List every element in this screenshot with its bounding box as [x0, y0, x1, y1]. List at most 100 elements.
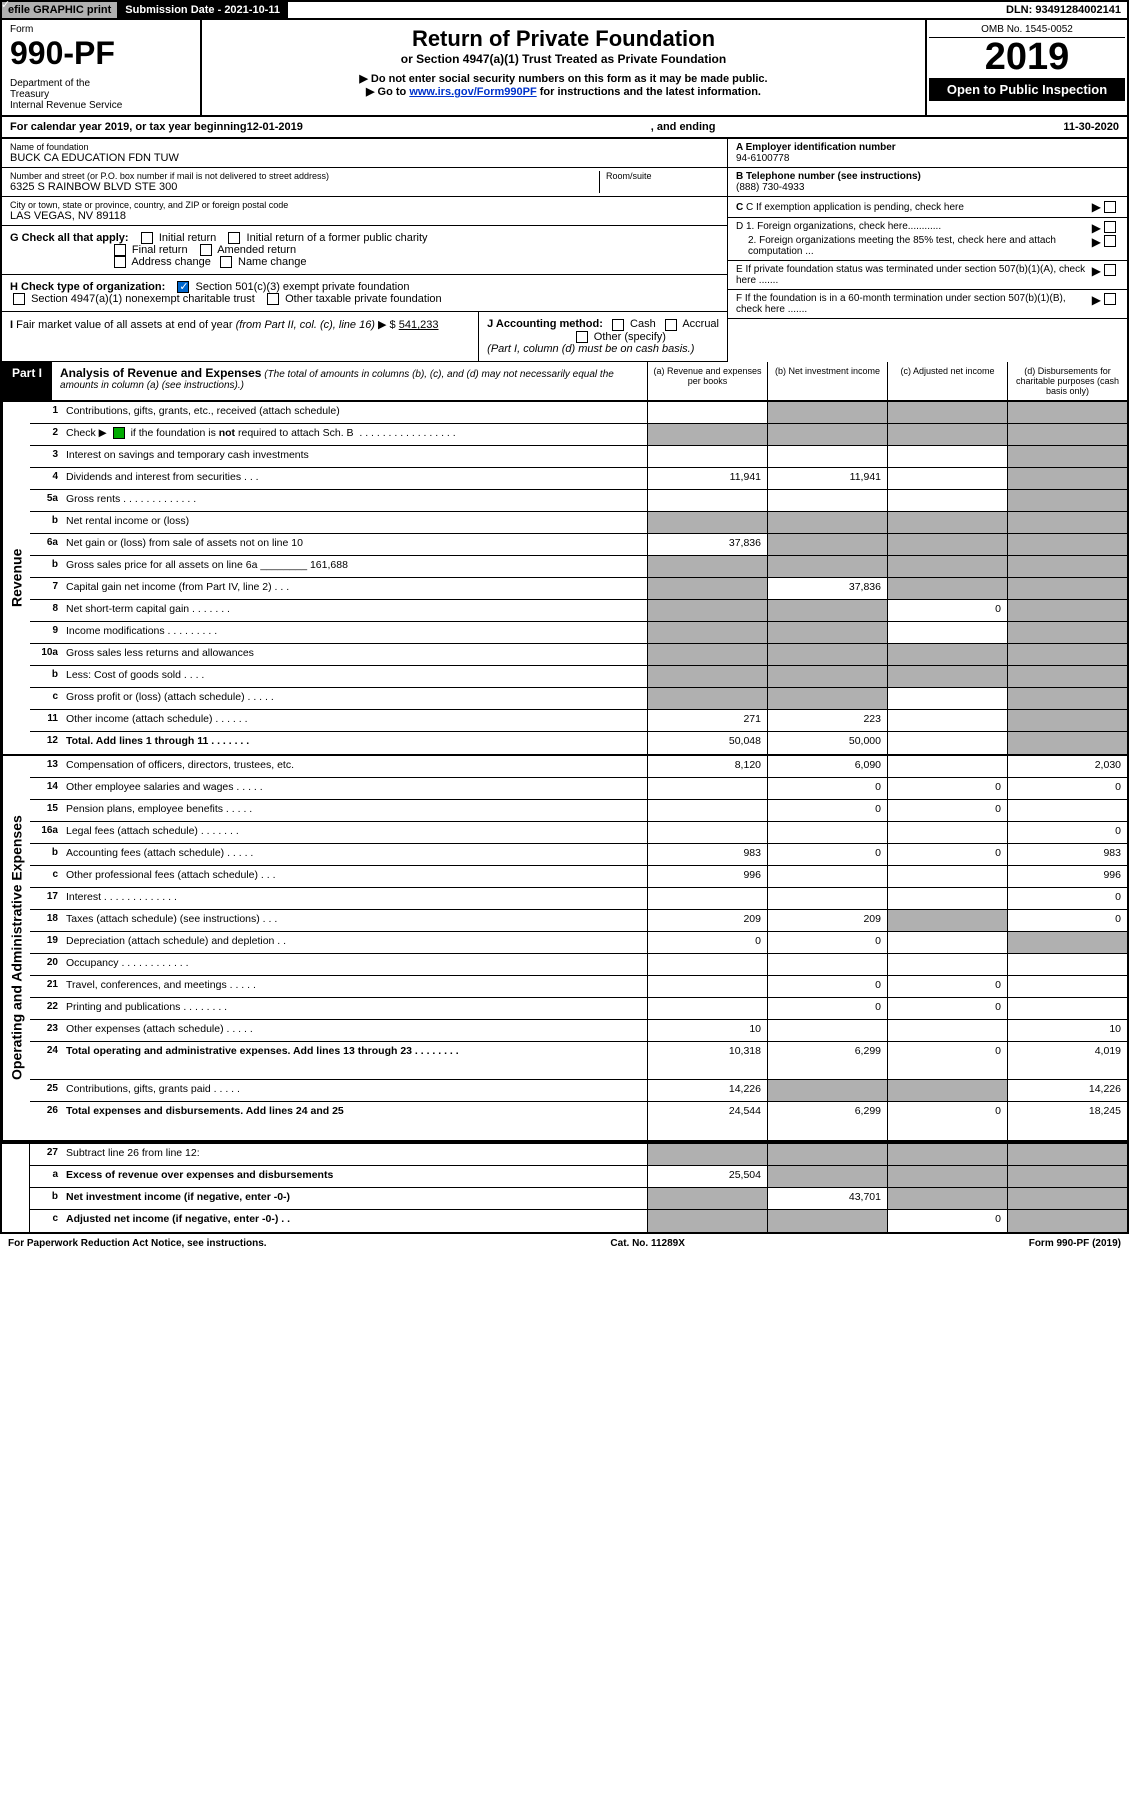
table-cell — [647, 998, 767, 1019]
part1-title: Analysis of Revenue and Expenses — [60, 366, 261, 380]
g-opt-1: Initial return of a former public charit… — [247, 232, 428, 244]
j-cash: Cash — [630, 318, 656, 330]
table-cell: 0 — [887, 1102, 1007, 1140]
other-taxable-checkbox[interactable] — [267, 293, 279, 305]
d1-checkbox[interactable] — [1104, 221, 1116, 233]
e-checkbox[interactable] — [1104, 264, 1116, 276]
c-checkbox[interactable] — [1104, 201, 1116, 213]
table-row: 25Contributions, gifts, grants paid . . … — [30, 1080, 1127, 1102]
table-cell — [887, 1020, 1007, 1041]
row-desc: Excess of revenue over expenses and disb… — [62, 1166, 647, 1187]
501c3-checkbox[interactable] — [177, 281, 189, 293]
accrual-checkbox[interactable] — [665, 319, 677, 331]
table-cell — [767, 688, 887, 709]
schb-checkbox[interactable] — [113, 427, 125, 439]
table-cell — [647, 800, 767, 821]
table-cell — [647, 1188, 767, 1209]
table-cell — [647, 1210, 767, 1232]
table-cell: 24,544 — [647, 1102, 767, 1140]
row-num: b — [30, 666, 62, 687]
amended-return-checkbox[interactable] — [200, 244, 212, 256]
4947-checkbox[interactable] — [13, 293, 25, 305]
open-inspection: Open to Public Inspection — [929, 78, 1125, 101]
h-opt-1: Section 501(c)(3) exempt private foundat… — [195, 281, 409, 293]
table-cell — [1007, 666, 1127, 687]
d2-checkbox[interactable] — [1104, 235, 1116, 247]
row-desc: Total. Add lines 1 through 11 . . . . . … — [62, 732, 647, 754]
table-cell — [887, 644, 1007, 665]
cash-checkbox[interactable] — [612, 319, 624, 331]
table-cell — [1007, 688, 1127, 709]
table-row: bAccounting fees (attach schedule) . . .… — [30, 844, 1127, 866]
table-row: 23Other expenses (attach schedule) . . .… — [30, 1020, 1127, 1042]
table-cell — [1007, 644, 1127, 665]
g-opt-3: Amended return — [217, 244, 296, 256]
table-cell — [767, 402, 887, 423]
table-cell — [767, 534, 887, 555]
room-label: Room/suite — [606, 171, 719, 181]
h-opt-2: Section 4947(a)(1) nonexempt charitable … — [31, 293, 255, 305]
f-checkbox[interactable] — [1104, 293, 1116, 305]
table-cell: 0 — [767, 976, 887, 997]
table-cell — [1007, 1188, 1127, 1209]
irs-link[interactable]: www.irs.gov/Form990PF — [409, 86, 536, 98]
page-footer: For Paperwork Reduction Act Notice, see … — [0, 1234, 1129, 1253]
table-cell: 10,318 — [647, 1042, 767, 1079]
row-desc: Gross profit or (loss) (attach schedule)… — [62, 688, 647, 709]
table-cell: 0 — [767, 844, 887, 865]
table-cell — [887, 424, 1007, 445]
table-cell: 10 — [647, 1020, 767, 1041]
row-num: c — [30, 866, 62, 887]
row-num: b — [30, 512, 62, 533]
row-desc: Compensation of officers, directors, tru… — [62, 756, 647, 777]
row-desc: Capital gain net income (from Part IV, l… — [62, 578, 647, 599]
table-cell: 209 — [647, 910, 767, 931]
form-year-block: OMB No. 1545-0052 2019 Open to Public In… — [927, 20, 1127, 115]
efile-print-button[interactable]: efile GRAPHIC print — [2, 2, 119, 18]
other-method-checkbox[interactable] — [576, 331, 588, 343]
f-text: F If the foundation is in a 60-month ter… — [736, 293, 1092, 315]
table-row: 19Depreciation (attach schedule) and dep… — [30, 932, 1127, 954]
row-desc: Income modifications . . . . . . . . . — [62, 622, 647, 643]
h-check-row: H Check type of organization: Section 50… — [2, 275, 727, 312]
revenue-rows: 1Contributions, gifts, grants, etc., rec… — [30, 402, 1127, 754]
e-text: E If private foundation status was termi… — [736, 264, 1092, 286]
initial-former-checkbox[interactable] — [228, 232, 240, 244]
row-desc: Other professional fees (attach schedule… — [62, 866, 647, 887]
table-cell: 25,504 — [647, 1166, 767, 1187]
table-cell — [887, 1188, 1007, 1209]
initial-return-checkbox[interactable] — [141, 232, 153, 244]
j-accrual: Accrual — [682, 318, 719, 330]
table-row: 11Other income (attach schedule) . . . .… — [30, 710, 1127, 732]
final-return-checkbox[interactable] — [114, 244, 126, 256]
form-note-1: ▶ Do not enter social security numbers o… — [208, 72, 919, 85]
table-cell — [1007, 512, 1127, 533]
row-desc: Gross rents . . . . . . . . . . . . . — [62, 490, 647, 511]
table-cell: 14,226 — [647, 1080, 767, 1101]
row-num: b — [30, 1188, 62, 1209]
row-desc: Subtract line 26 from line 12: — [62, 1144, 647, 1165]
table-cell — [887, 1144, 1007, 1165]
table-cell: 50,000 — [767, 732, 887, 754]
table-row: bGross sales price for all assets on lin… — [30, 556, 1127, 578]
address-change-checkbox[interactable] — [114, 256, 126, 268]
g-opt-4: Address change — [131, 256, 211, 268]
col-c-header: (c) Adjusted net income — [887, 362, 1007, 400]
table-cell: 8,120 — [647, 756, 767, 777]
table-cell — [887, 622, 1007, 643]
table-row: 20Occupancy . . . . . . . . . . . . — [30, 954, 1127, 976]
table-cell — [647, 402, 767, 423]
table-cell: 50,048 — [647, 732, 767, 754]
table-cell — [767, 954, 887, 975]
table-cell — [767, 622, 887, 643]
footer-mid: Cat. No. 11289X — [610, 1238, 684, 1249]
name-change-checkbox[interactable] — [220, 256, 232, 268]
form-label: Form — [10, 24, 192, 35]
row-num: 17 — [30, 888, 62, 909]
table-cell — [1007, 998, 1127, 1019]
table-cell: 0 — [1007, 778, 1127, 799]
table-cell — [1007, 1144, 1127, 1165]
d1-text: D 1. Foreign organizations, check here..… — [736, 221, 1092, 235]
g-opt-0: Initial return — [159, 232, 216, 244]
table-cell — [1007, 932, 1127, 953]
